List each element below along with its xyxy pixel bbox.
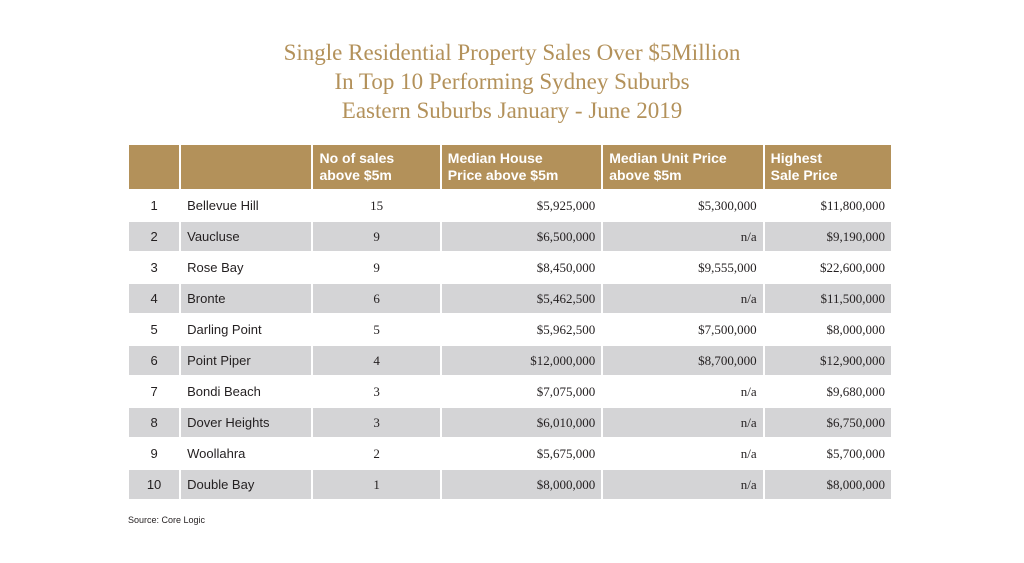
chart-title: Single Residential Property Sales Over $… (0, 38, 1024, 125)
sales-count-cell: 1 (313, 470, 440, 499)
header-row: No of sales above $5m Median House Price… (129, 145, 891, 189)
rank-cell: 6 (129, 346, 180, 375)
median-unit-cell: n/a (603, 222, 763, 251)
header-median-house: Median House Price above $5m (441, 145, 602, 189)
header-median-unit-line1: Median Unit Price (609, 150, 727, 166)
header-median-unit-line2: above $5m (609, 167, 682, 183)
title-line-3: Eastern Suburbs January - June 2019 (341, 98, 683, 123)
header-median-house-line2: Price above $5m (447, 167, 559, 183)
rank-cell: 9 (150, 446, 158, 461)
rank-cell: 4 (129, 284, 180, 313)
suburb-cell: Bondi Beach (187, 384, 261, 399)
table-row: 8 Dover Heights 3 $6,010,000 n/a $6,750,… (129, 408, 891, 437)
header-sales: No of sales above $5m (313, 145, 440, 189)
suburb-cell: Point Piper (181, 346, 312, 375)
highest-price-cell: $11,800,000 (820, 197, 885, 213)
highest-price-cell: $8,000,000 (764, 470, 891, 499)
suburb-cell: Dover Heights (181, 408, 312, 437)
sales-count-cell: 4 (313, 346, 440, 375)
table-row: 3 Rose Bay 9 $8,450,000 $9,555,000 $22,6… (129, 253, 891, 282)
rank-cell: 3 (150, 260, 158, 275)
median-house-cell: $5,462,500 (441, 284, 602, 313)
header-rank (129, 145, 180, 189)
header-suburb (181, 145, 312, 189)
rank-cell: 5 (150, 322, 158, 337)
suburb-cell: Bronte (181, 284, 312, 313)
median-unit-cell: $9,555,000 (698, 259, 757, 275)
sales-count-cell: 5 (373, 321, 380, 337)
header-highest-line2: Sale Price (770, 167, 838, 183)
sales-count-cell: 3 (313, 408, 440, 437)
sales-count-cell: 9 (373, 259, 380, 275)
sales-count-cell: 2 (373, 445, 380, 461)
suburb-cell: Vaucluse (181, 222, 312, 251)
median-house-cell: $7,075,000 (536, 383, 596, 399)
rank-cell: 2 (129, 222, 180, 251)
median-house-cell: $5,962,500 (536, 321, 596, 337)
header-sales-line2: above $5m (319, 167, 392, 183)
header-median-unit: Median Unit Price above $5m (603, 145, 763, 189)
table-row: 6 Point Piper 4 $12,000,000 $8,700,000 $… (129, 346, 891, 375)
table-row: 1 Bellevue Hill 15 $5,925,000 $5,300,000… (129, 191, 891, 220)
sales-count-cell: 15 (370, 197, 384, 213)
highest-price-cell: $5,700,000 (826, 445, 886, 461)
median-unit-cell: n/a (740, 383, 757, 399)
title-line-2: In Top 10 Performing Sydney Suburbs (334, 69, 690, 94)
median-house-cell: $5,925,000 (536, 197, 596, 213)
table-row: 9 Woollahra 2 $5,675,000 n/a $5,700,000 (129, 439, 891, 468)
highest-price-cell: $8,000,000 (826, 321, 886, 337)
median-house-cell: $8,450,000 (536, 259, 596, 275)
median-unit-cell: $8,700,000 (603, 346, 763, 375)
header-highest-line1: Highest (770, 150, 822, 166)
median-unit-cell: $7,500,000 (698, 321, 757, 337)
highest-price-cell: $9,190,000 (764, 222, 891, 251)
highest-price-cell: $9,680,000 (826, 383, 886, 399)
highest-price-cell: $6,750,000 (764, 408, 891, 437)
header-sales-line1: No of sales (319, 150, 395, 166)
median-unit-cell: n/a (603, 408, 763, 437)
median-house-cell: $8,000,000 (441, 470, 602, 499)
suburb-cell: Rose Bay (187, 260, 244, 275)
title-line-1: Single Residential Property Sales Over $… (283, 40, 741, 65)
table-row: 2 Vaucluse 9 $6,500,000 n/a $9,190,000 (129, 222, 891, 251)
suburb-cell: Woollahra (187, 446, 246, 461)
highest-price-cell: $11,500,000 (764, 284, 891, 313)
sales-count-cell: 3 (373, 383, 380, 399)
median-house-cell: $6,500,000 (441, 222, 602, 251)
source-note: Source: Core Logic (128, 515, 206, 525)
suburb-cell: Bellevue Hill (187, 198, 259, 213)
rank-cell: 7 (150, 384, 158, 399)
table-row: 7 Bondi Beach 3 $7,075,000 n/a $9,680,00… (129, 377, 891, 406)
median-house-cell: $12,000,000 (441, 346, 602, 375)
median-house-cell: $5,675,000 (536, 445, 596, 461)
suburb-cell: Darling Point (187, 322, 262, 337)
median-unit-cell: n/a (603, 284, 763, 313)
suburb-cell: Double Bay (181, 470, 312, 499)
table-row: 10 Double Bay 1 $8,000,000 n/a $8,000,00… (129, 470, 891, 499)
sales-table: No of sales above $5m Median House Price… (127, 143, 893, 501)
median-unit-cell: n/a (740, 445, 757, 461)
rank-cell: 8 (129, 408, 180, 437)
header-highest: Highest Sale Price (764, 145, 891, 189)
median-house-cell: $6,010,000 (441, 408, 602, 437)
rank-cell: 10 (129, 470, 180, 499)
table-row: 5 Darling Point 5 $5,962,500 $7,500,000 … (129, 315, 891, 344)
table-row: 4 Bronte 6 $5,462,500 n/a $11,500,000 (129, 284, 891, 313)
highest-price-cell: $12,900,000 (764, 346, 891, 375)
sales-count-cell: 6 (313, 284, 440, 313)
sales-count-cell: 9 (313, 222, 440, 251)
header-median-house-line1: Median House (447, 150, 543, 166)
median-unit-cell: $5,300,000 (698, 197, 757, 213)
median-unit-cell: n/a (603, 470, 763, 499)
highest-price-cell: $22,600,000 (820, 259, 885, 275)
rank-cell: 1 (150, 198, 158, 213)
